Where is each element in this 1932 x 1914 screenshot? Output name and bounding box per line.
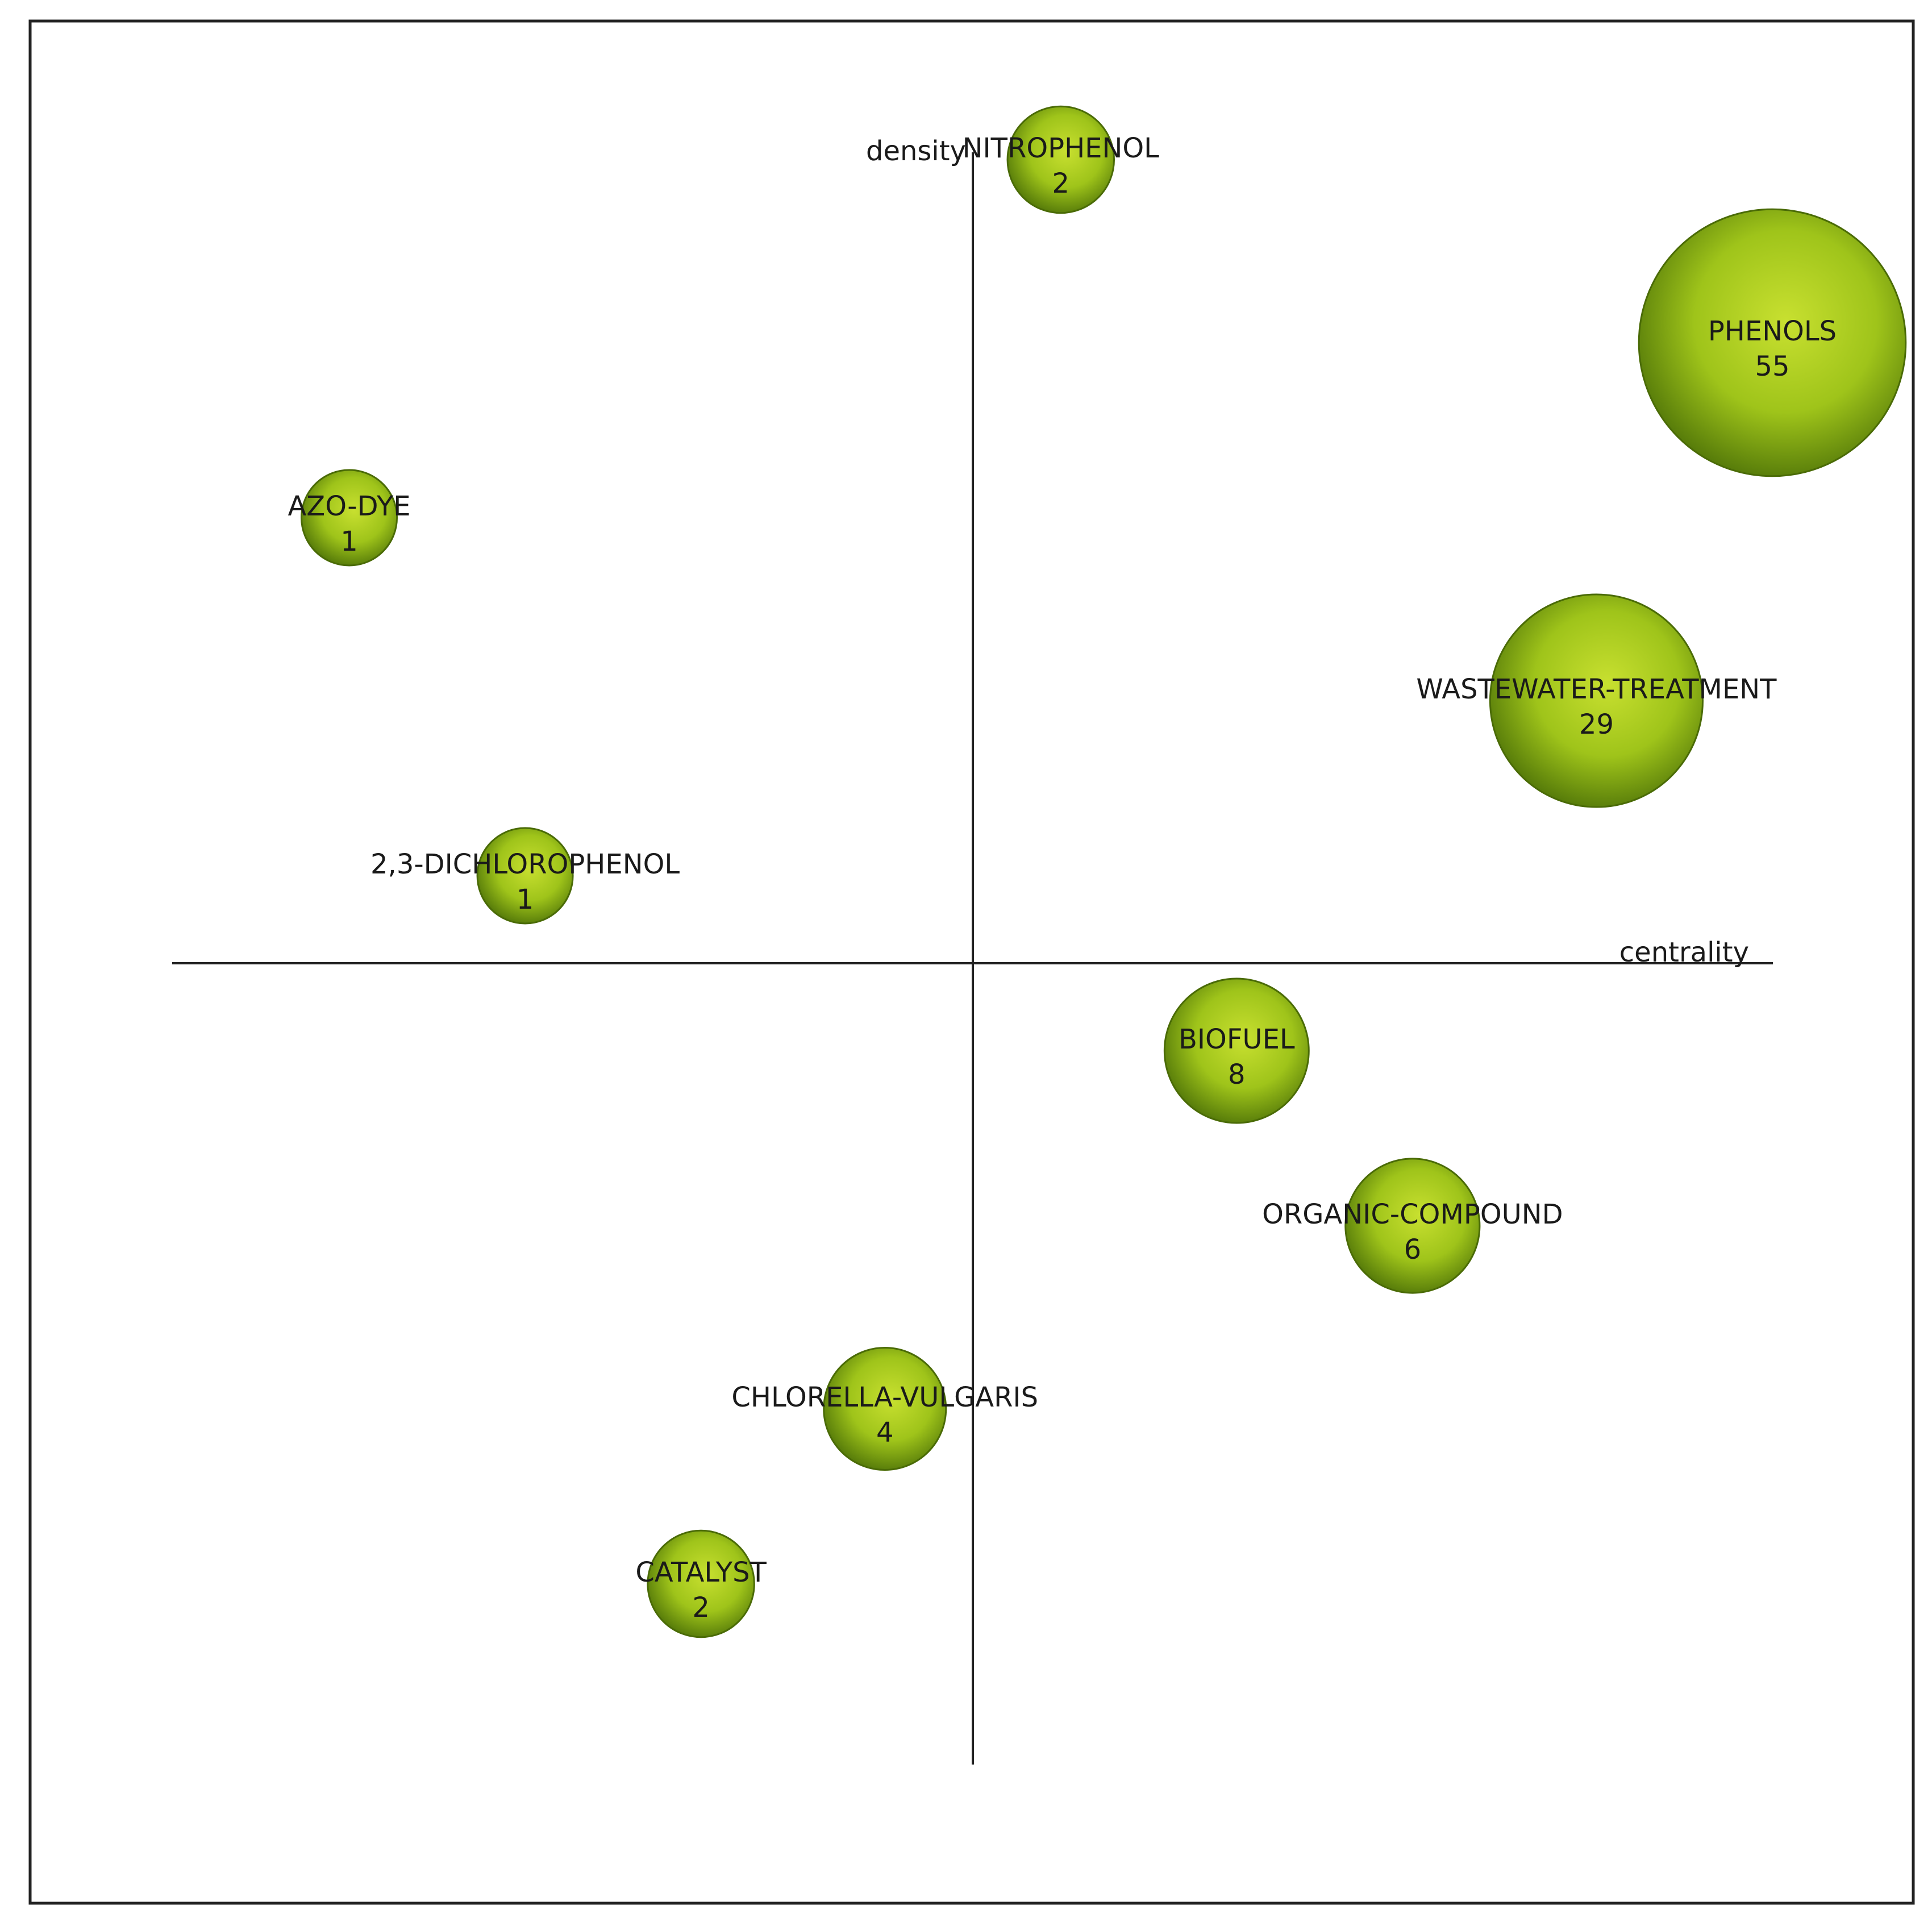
bubble-azo-dye xyxy=(301,469,398,567)
bubble-value: 2 xyxy=(1052,168,1069,199)
y-axis-label: density xyxy=(866,135,966,167)
bubble-value: 6 xyxy=(1404,1234,1422,1266)
bubble-label: NITROPHENOL xyxy=(963,132,1160,164)
label-layer: NITROPHENOL 2 PHENOLS 55 AZO-DYE 1 WASTEWATER-… xyxy=(288,132,1837,1624)
bubble-biofuel xyxy=(1163,977,1310,1124)
bubble-label: ORGANIC-COMPOUND xyxy=(1262,1199,1563,1230)
bubble-label: AZO-DYE xyxy=(288,490,410,522)
bubble-value: 2 xyxy=(692,1592,710,1624)
bubble-wastewater-treatment xyxy=(1489,593,1704,808)
bubble-nitrophenol xyxy=(1006,105,1115,214)
bubble-value: 55 xyxy=(1755,351,1789,382)
bubble-organic-compound xyxy=(1344,1158,1481,1294)
bubble-value: 29 xyxy=(1579,709,1614,740)
bubble-catalyst xyxy=(647,1529,755,1638)
bubble-value: 1 xyxy=(517,884,534,916)
bubble-label: BIOFUEL xyxy=(1179,1023,1295,1055)
bubble-phenols xyxy=(1638,208,1907,477)
bubble-label: 2,3-DICHLOROPHENOL xyxy=(370,848,680,880)
bubble-label: PHENOLS xyxy=(1708,315,1837,347)
bubble-value: 8 xyxy=(1228,1059,1246,1091)
bubble-label: CHLORELLA-VULGARIS xyxy=(731,1382,1038,1413)
x-axis-label: centrality xyxy=(1619,937,1749,968)
bubble-label: CATALYST xyxy=(635,1557,767,1588)
bubble-layer xyxy=(301,105,1907,1638)
bubble-value: 4 xyxy=(876,1417,894,1449)
bubble-label: WASTEWATER-TREATMENT xyxy=(1416,673,1777,705)
bubble-value: 1 xyxy=(340,526,358,557)
bubble-2,3-dichlorophenol xyxy=(476,827,574,925)
bubble-chlorella-vulgaris xyxy=(823,1347,947,1471)
